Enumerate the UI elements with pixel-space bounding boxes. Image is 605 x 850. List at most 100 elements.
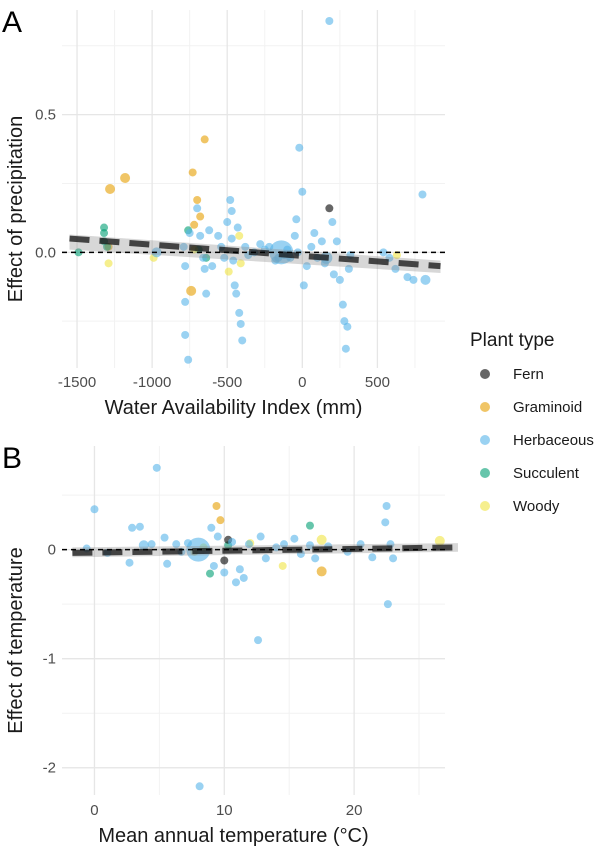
data-point-herbaceous: [227, 234, 236, 243]
legend-key-woody: [480, 501, 490, 511]
data-point-herbaceous: [213, 532, 222, 541]
data-point-herbaceous: [403, 273, 412, 282]
data-point-herbaceous: [256, 240, 265, 249]
legend-key-herbaceous: [480, 435, 490, 445]
data-point-herbaceous: [329, 270, 338, 279]
data-point-herbaceous: [233, 223, 242, 232]
x-tick-label: -1500: [58, 374, 96, 391]
data-point-herbaceous: [299, 281, 308, 290]
data-point-herbaceous: [202, 289, 211, 298]
panel-a: -1500 -1000 -500 0 500 0.0 0.5 Water Availabili…: [2, 6, 445, 419]
data-point-herbaceous: [292, 215, 301, 224]
data-point-herbaceous: [302, 262, 311, 271]
data-point-herbaceous: [391, 264, 400, 273]
data-point-herbaceous: [341, 344, 350, 353]
data-point-woody: [434, 535, 445, 546]
legend-title: Plant type: [470, 330, 555, 351]
x-axis-title: Mean annual temperature (°C): [98, 825, 368, 847]
data-point-woody: [278, 561, 287, 570]
data-point-graminoid: [200, 135, 209, 144]
data-point-herbaceous: [181, 297, 190, 306]
data-point-fern: [220, 556, 229, 565]
data-point-herbaceous: [244, 540, 253, 549]
data-point-woody: [224, 267, 233, 276]
data-point-herbaceous: [344, 264, 353, 273]
data-point-woody: [316, 534, 327, 545]
y-tick-label: -2: [43, 760, 56, 777]
data-point-herbaceous: [328, 218, 337, 227]
y-tick-label: -1: [43, 651, 56, 668]
data-point-graminoid: [216, 516, 225, 525]
legend-label-succulent: Succulent: [513, 465, 580, 482]
data-point-herbaceous: [227, 207, 236, 216]
data-point-herbaceous: [200, 264, 209, 273]
data-point-herbaceous: [235, 308, 244, 317]
data-point-herbaceous: [335, 275, 344, 284]
data-point-woody: [235, 231, 244, 240]
data-point-herbaceous: [181, 262, 190, 271]
data-point-herbaceous: [256, 532, 265, 541]
data-point-graminoid: [188, 168, 197, 177]
data-point-herbaceous: [199, 253, 208, 262]
trend-line: [72, 544, 459, 556]
data-point-herbaceous: [290, 231, 299, 240]
data-point-herbaceous: [220, 568, 229, 577]
data-point-herbaceous: [238, 336, 247, 345]
data-point-herbaceous: [305, 541, 314, 550]
data-point-herbaceous: [241, 242, 250, 251]
data-point-herbaceous: [226, 196, 235, 205]
data-point-succulent: [100, 223, 109, 232]
x-tick-label: -500: [212, 374, 242, 391]
data-point-herbaceous: [185, 229, 194, 238]
data-point-herbaceous: [332, 237, 341, 246]
data-point-herbaceous: [325, 17, 334, 26]
data-point-herbaceous: [310, 229, 319, 238]
data-point-succulent: [74, 248, 83, 257]
data-point-herbaceous: [207, 523, 216, 532]
data-point-herbaceous: [368, 553, 377, 562]
data-point-herbaceous: [231, 578, 240, 587]
data-point-graminoid: [196, 212, 205, 221]
data-point-graminoid: [105, 184, 116, 194]
x-tick-label: 0: [90, 802, 98, 819]
x-tick-label: 10: [216, 802, 233, 819]
data-point-woody: [104, 259, 113, 268]
data-point-succulent: [100, 229, 109, 238]
data-point-herbaceous: [317, 237, 326, 246]
data-point-herbaceous: [311, 554, 320, 563]
y-axis-title: Effect of precipitation: [5, 116, 27, 302]
gridlines: [62, 10, 445, 368]
data-point-herbaceous: [343, 322, 352, 331]
data-point-herbaceous: [214, 231, 223, 240]
legend-label-woody: Woody: [513, 498, 560, 515]
legend-label-fern: Fern: [513, 366, 544, 383]
data-points: [82, 463, 445, 791]
data-point-herbaceous: [152, 463, 161, 472]
data-point-succulent: [206, 569, 215, 578]
data-point-herbaceous: [383, 600, 392, 609]
x-tick-label: 20: [346, 802, 363, 819]
legend-key-fern: [480, 369, 490, 379]
legend-key-graminoid: [480, 402, 490, 412]
data-point-herbaceous: [382, 501, 391, 510]
panel-label: B: [2, 442, 22, 475]
data-point-woody: [392, 251, 401, 260]
data-point-herbaceous: [183, 539, 192, 548]
data-point-herbaceous: [184, 355, 193, 364]
data-point-herbaceous: [160, 533, 169, 542]
data-point-herbaceous: [229, 256, 238, 265]
data-point-herbaceous: [138, 540, 149, 551]
panel-label: A: [2, 6, 22, 39]
data-point-succulent: [305, 521, 314, 530]
data-point-herbaceous: [409, 275, 418, 284]
data-point-herbaceous: [295, 143, 304, 152]
data-point-herbaceous: [163, 559, 172, 568]
legend: Plant type Fern Graminoid Herbaceous Succule…: [470, 330, 594, 515]
data-point-fern: [325, 204, 334, 213]
data-point-herbaceous: [135, 522, 144, 531]
legend-label-herbaceous: Herbaceous: [513, 432, 594, 449]
data-point-herbaceous: [290, 534, 299, 543]
data-point-herbaceous: [147, 540, 156, 549]
data-point-herbaceous: [381, 518, 390, 527]
